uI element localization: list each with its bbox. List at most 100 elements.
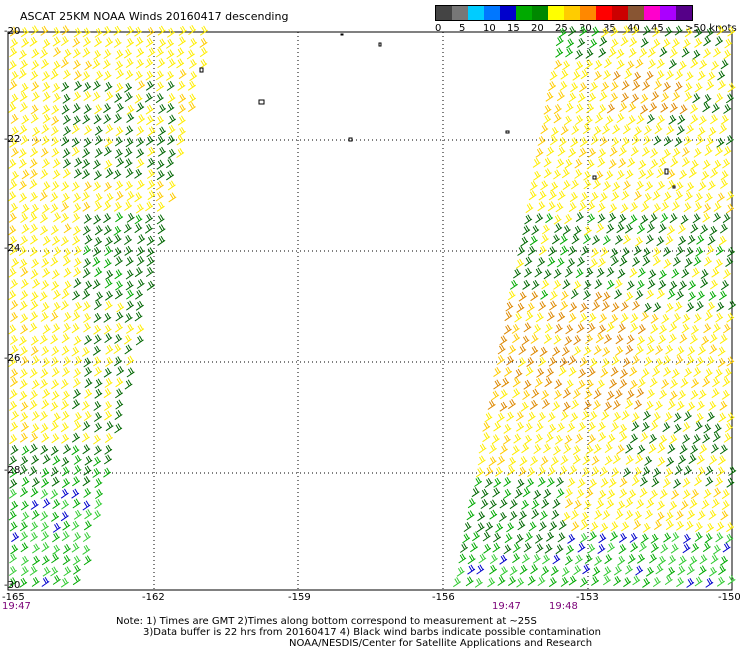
wind-barb <box>176 147 185 158</box>
wind-barb <box>114 92 123 103</box>
wind-barb <box>471 487 480 498</box>
wind-barb <box>62 148 71 159</box>
wind-barb <box>610 92 618 103</box>
wind-barb <box>530 564 539 575</box>
wind-barb <box>39 334 48 345</box>
wind-barb <box>709 566 717 577</box>
wind-barb <box>189 71 198 82</box>
wind-barb <box>115 311 124 322</box>
wind-barb <box>105 91 114 102</box>
wind-barb <box>477 511 486 522</box>
wind-barb <box>608 212 617 223</box>
wind-barb <box>564 115 572 126</box>
wind-barb <box>689 498 698 509</box>
wind-barb <box>649 553 657 564</box>
wind-barb <box>570 179 579 190</box>
wind-barb <box>547 412 556 423</box>
wind-barb <box>574 158 583 169</box>
wind-barb <box>137 80 146 91</box>
wind-barb <box>72 115 81 126</box>
wind-barb <box>595 113 604 124</box>
wind-barb <box>545 91 554 102</box>
wind-barb <box>505 301 514 312</box>
wind-barb <box>588 312 597 323</box>
wind-barb <box>94 478 103 489</box>
wind-barb <box>706 411 715 422</box>
wind-barb <box>115 388 123 399</box>
wind-barb <box>702 159 711 170</box>
wind-barb <box>83 312 92 323</box>
wind-barb <box>114 148 123 159</box>
wind-barb <box>696 454 705 465</box>
wind-barb <box>633 126 642 137</box>
wind-barb <box>536 367 545 378</box>
wind-barb <box>93 356 102 367</box>
wind-barb <box>463 521 472 533</box>
wind-barb <box>51 235 60 246</box>
wind-barb <box>467 554 476 565</box>
lat-label: -22 <box>4 134 21 145</box>
wind-barb <box>20 555 29 566</box>
wind-barb <box>593 345 602 356</box>
wind-barb <box>147 146 156 157</box>
wind-barb <box>690 223 699 234</box>
wind-barb <box>638 169 647 180</box>
wind-barb <box>583 170 592 181</box>
wind-barb <box>670 543 679 554</box>
wind-barb <box>41 399 50 410</box>
wind-barb <box>564 335 573 346</box>
wind-barb <box>493 532 502 543</box>
wind-barb <box>675 355 684 366</box>
wind-barb <box>103 181 112 192</box>
wind-barb <box>41 432 50 443</box>
wind-barb <box>715 36 724 47</box>
wind-barb <box>83 487 92 498</box>
wind-barb <box>533 444 542 455</box>
wind-barb <box>625 291 634 302</box>
wind-barb <box>665 70 674 81</box>
wind-barb <box>60 422 69 433</box>
wind-barb <box>546 146 555 157</box>
wind-barb <box>556 257 565 268</box>
wind-barb <box>703 423 712 434</box>
wind-barb <box>707 180 716 191</box>
wind-barb <box>10 334 18 345</box>
wind-barb <box>709 454 718 465</box>
wind-barb <box>20 500 29 511</box>
wind-barb <box>717 80 726 91</box>
wind-barb <box>516 577 525 588</box>
wind-barb <box>522 225 531 236</box>
wind-barb <box>83 411 92 422</box>
wind-barb <box>50 311 59 322</box>
wind-barb <box>61 81 70 92</box>
wind-barb <box>548 246 557 257</box>
wind-barb <box>578 421 586 432</box>
wind-barb <box>724 422 733 433</box>
wind-barb <box>482 432 491 443</box>
wind-barb <box>72 103 81 114</box>
wind-barb <box>714 368 723 379</box>
wind-barb <box>533 489 542 500</box>
wind-barb <box>691 542 700 553</box>
wind-barb <box>690 58 699 69</box>
wind-barb <box>599 91 608 102</box>
wind-barb <box>564 434 573 445</box>
wind-barb <box>727 82 736 93</box>
wind-barb <box>189 37 198 48</box>
wind-barb <box>597 257 606 268</box>
wind-barb <box>668 59 677 70</box>
wind-barb <box>31 477 40 488</box>
wind-barb <box>94 27 103 38</box>
wind-barb <box>513 268 522 279</box>
wind-barb <box>50 566 59 577</box>
wind-barb <box>690 324 699 335</box>
wind-barb <box>683 465 692 476</box>
wind-barb <box>470 542 478 553</box>
wind-barb <box>553 169 561 180</box>
wind-barb <box>474 476 483 487</box>
legend-label: >50 knots <box>685 23 737 34</box>
wind-barb <box>568 147 577 158</box>
wind-barb <box>19 390 28 401</box>
wind-barb <box>157 235 166 246</box>
wind-barb <box>541 389 550 400</box>
